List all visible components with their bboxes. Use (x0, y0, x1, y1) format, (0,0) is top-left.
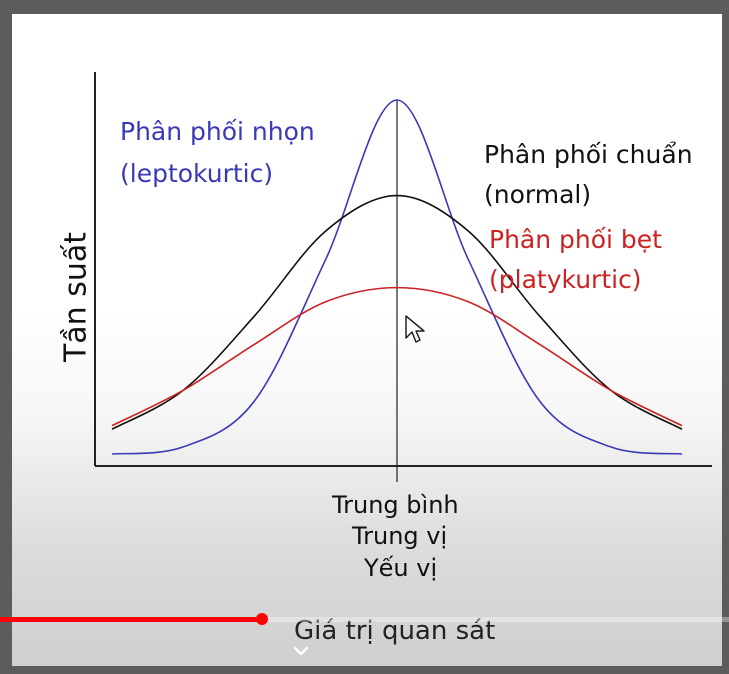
center-label-mode: Yếu vị (364, 554, 438, 582)
center-label-median: Trung vị (352, 522, 448, 550)
leptokurtic-label-line2: (leptokurtic) (120, 159, 274, 188)
x-axis-label: Giá trị quan sát (294, 616, 496, 646)
chevron-down-icon[interactable] (290, 640, 312, 662)
slide: Tần suất Phân phối nhọn (leptokurtic) Ph… (12, 14, 722, 666)
normal-label-line1: Phân phối chuẩn (484, 140, 693, 169)
normal-label-line2: (normal) (484, 180, 592, 209)
mouse-cursor-icon (405, 315, 425, 343)
platykurtic-curve (111, 286, 683, 427)
progress-fill (0, 617, 263, 622)
progress-bar[interactable] (0, 613, 729, 625)
distribution-chart (94, 72, 712, 482)
chart-curves (111, 99, 683, 455)
center-label-mean: Trung bình (332, 491, 459, 519)
platykurtic-label-line1: Phân phối bẹt (489, 225, 662, 254)
y-axis-label: Tần suất (58, 231, 94, 363)
chart-axes (94, 72, 712, 482)
progress-scrubber[interactable] (256, 613, 269, 625)
platykurtic-label-line2: (platykurtic) (489, 265, 642, 294)
leptokurtic-curve (111, 99, 683, 455)
leptokurtic-label-line1: Phân phối nhọn (120, 117, 315, 146)
normal-curve (111, 194, 683, 430)
